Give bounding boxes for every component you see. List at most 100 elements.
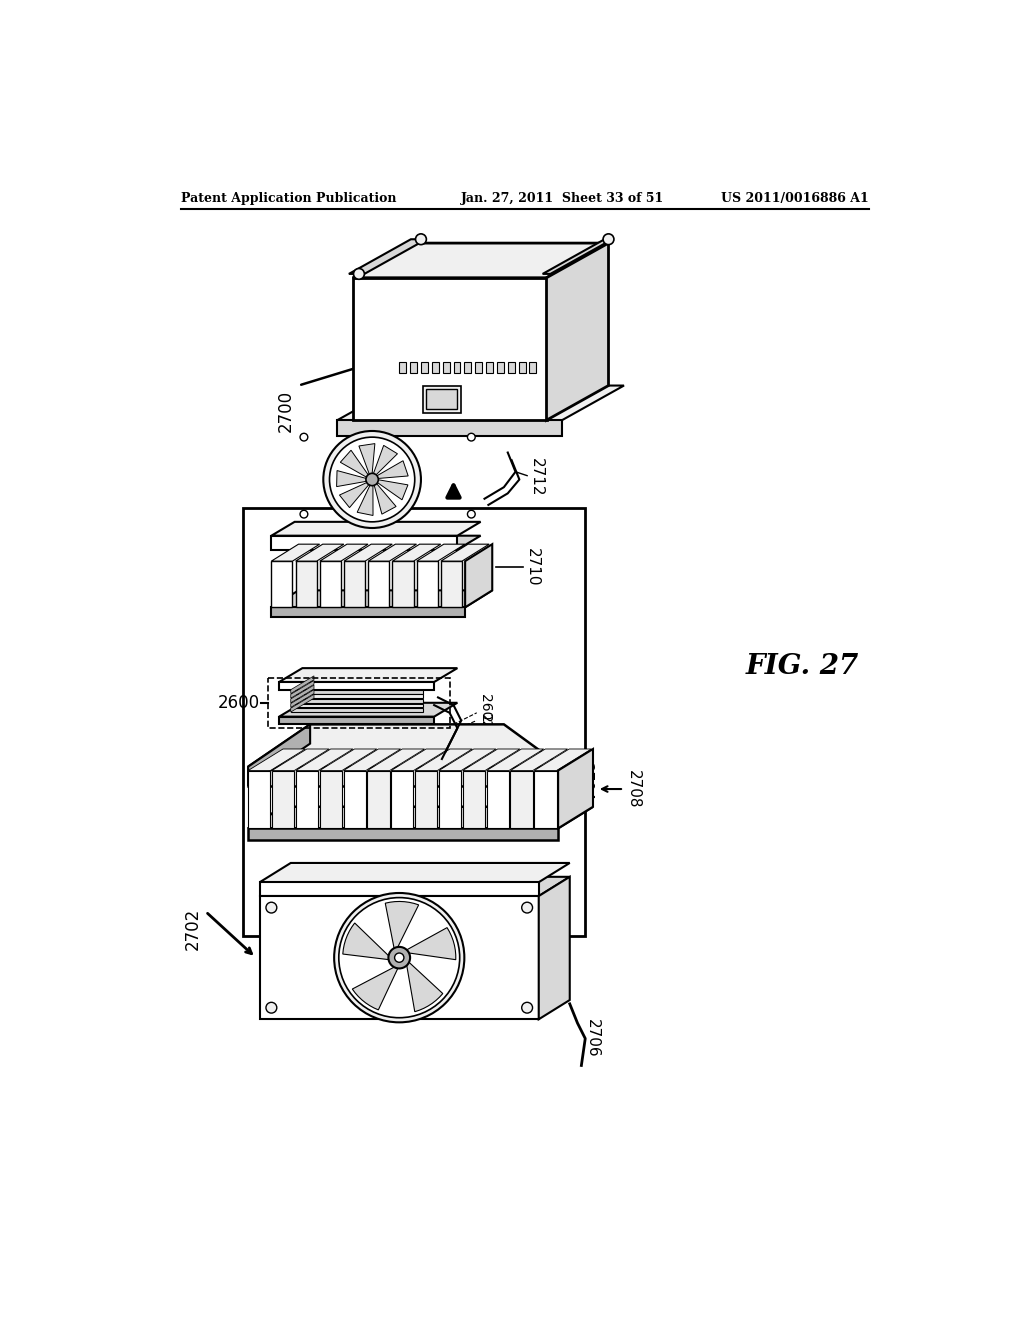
Polygon shape (374, 482, 396, 515)
Polygon shape (343, 748, 400, 771)
Polygon shape (510, 748, 567, 771)
Polygon shape (463, 748, 520, 771)
Polygon shape (349, 239, 426, 275)
Polygon shape (352, 243, 608, 277)
Polygon shape (291, 689, 314, 708)
Polygon shape (368, 748, 425, 771)
Polygon shape (415, 771, 437, 829)
Polygon shape (417, 544, 465, 561)
Circle shape (467, 433, 475, 441)
Polygon shape (391, 748, 449, 771)
Bar (518, 363, 525, 374)
Polygon shape (248, 771, 270, 829)
Text: 2710: 2710 (524, 548, 540, 586)
Text: 2712: 2712 (528, 458, 544, 496)
Bar (423, 385, 461, 413)
Polygon shape (271, 536, 480, 549)
Text: Jan. 27, 2011  Sheet 33 of 51: Jan. 27, 2011 Sheet 33 of 51 (461, 191, 665, 205)
Text: 2702: 2702 (183, 908, 202, 950)
Polygon shape (465, 544, 493, 607)
Polygon shape (291, 676, 314, 693)
Circle shape (353, 268, 365, 280)
Text: 2706: 2706 (586, 1019, 600, 1057)
Polygon shape (271, 607, 465, 616)
Polygon shape (343, 771, 366, 829)
Circle shape (521, 1002, 532, 1014)
Bar (421, 363, 428, 374)
Text: 2600: 2600 (218, 694, 260, 711)
Polygon shape (271, 544, 319, 561)
Polygon shape (373, 445, 397, 477)
Polygon shape (344, 561, 366, 607)
Polygon shape (343, 923, 390, 960)
Polygon shape (271, 590, 493, 607)
Polygon shape (280, 702, 458, 717)
Polygon shape (337, 420, 562, 436)
Polygon shape (260, 876, 569, 896)
Text: 2704: 2704 (578, 763, 593, 801)
Polygon shape (441, 544, 489, 561)
Circle shape (394, 953, 403, 962)
Polygon shape (392, 544, 440, 561)
Polygon shape (340, 450, 369, 478)
Polygon shape (439, 771, 461, 829)
Bar (454, 363, 461, 374)
Polygon shape (337, 470, 368, 487)
Text: Patent Application Publication: Patent Application Publication (180, 191, 396, 205)
Polygon shape (319, 561, 341, 607)
Bar (410, 363, 417, 374)
Polygon shape (291, 708, 423, 711)
Polygon shape (280, 717, 434, 725)
Polygon shape (352, 966, 398, 1010)
Polygon shape (260, 882, 539, 896)
Polygon shape (368, 771, 390, 829)
Circle shape (521, 903, 532, 913)
Polygon shape (291, 681, 314, 698)
Polygon shape (248, 767, 562, 785)
Polygon shape (296, 748, 353, 771)
Circle shape (266, 1002, 276, 1014)
Circle shape (266, 903, 276, 913)
Bar (432, 363, 438, 374)
Polygon shape (539, 876, 569, 1019)
Polygon shape (369, 561, 389, 607)
Polygon shape (291, 689, 423, 693)
Circle shape (330, 437, 415, 521)
Polygon shape (340, 482, 370, 508)
Polygon shape (272, 748, 329, 771)
Text: 2604: 2604 (478, 714, 493, 750)
Polygon shape (463, 771, 485, 829)
Polygon shape (260, 863, 569, 882)
Polygon shape (280, 668, 458, 682)
Polygon shape (486, 748, 544, 771)
Bar (464, 363, 471, 374)
Polygon shape (535, 771, 557, 829)
Polygon shape (417, 561, 438, 607)
Circle shape (416, 234, 426, 244)
Polygon shape (352, 277, 547, 420)
Bar (497, 363, 504, 374)
Polygon shape (543, 239, 612, 275)
Circle shape (324, 430, 421, 528)
Polygon shape (392, 561, 414, 607)
Polygon shape (319, 544, 368, 561)
Polygon shape (271, 561, 293, 607)
Polygon shape (344, 544, 392, 561)
Polygon shape (486, 771, 509, 829)
Polygon shape (357, 484, 373, 516)
Bar (508, 363, 515, 374)
Text: 2708: 2708 (626, 770, 641, 808)
Polygon shape (296, 561, 316, 607)
Polygon shape (558, 748, 593, 829)
Polygon shape (319, 748, 377, 771)
Bar (426, 389, 458, 409)
Bar (267, 678, 450, 729)
Polygon shape (271, 536, 458, 549)
Polygon shape (439, 748, 496, 771)
Polygon shape (391, 771, 414, 829)
Polygon shape (291, 694, 423, 698)
Circle shape (603, 234, 614, 244)
Polygon shape (280, 682, 434, 689)
Circle shape (334, 892, 464, 1022)
Polygon shape (291, 694, 314, 711)
